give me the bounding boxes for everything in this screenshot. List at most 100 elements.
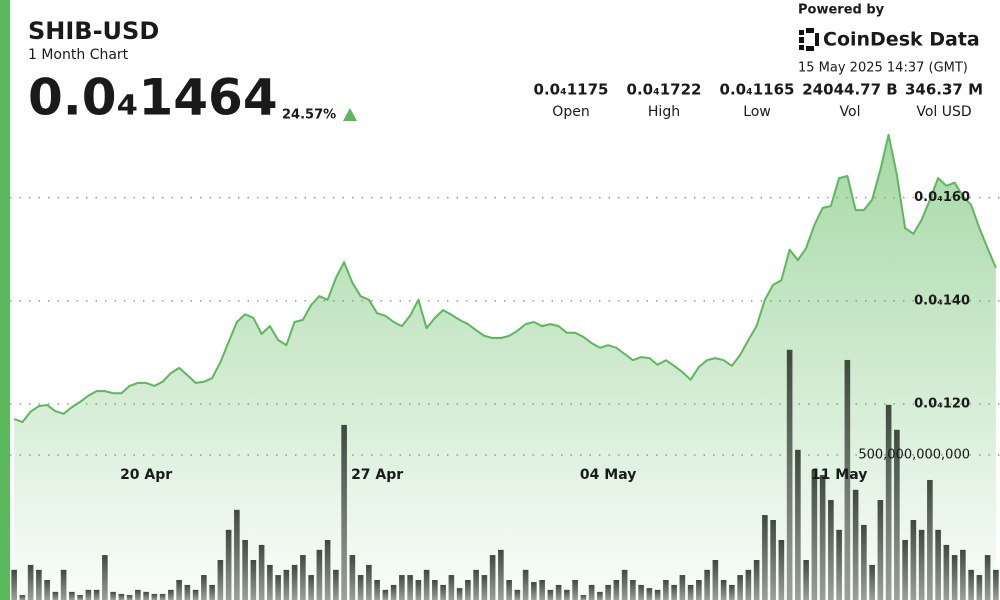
volume-bar [910, 519, 917, 600]
volume-bar [737, 575, 743, 600]
stat-label: High [648, 104, 680, 120]
volume-bar [555, 584, 562, 600]
volume-bar [770, 519, 776, 600]
volume-bar [184, 584, 191, 600]
volume-bar [225, 529, 232, 600]
stats: 0.0₄1175 Open 0.0₄1722 High 0.0₄1165 Low 24044… [534, 81, 983, 121]
y-tick-label: 0.0₄160 [914, 190, 970, 205]
volume-bar [828, 499, 834, 600]
volume-bar [753, 559, 760, 600]
volume-bar [836, 529, 842, 600]
volume-bar [36, 569, 42, 600]
volume-bar [803, 559, 809, 600]
volume-bar [654, 589, 661, 600]
volume-bar [976, 575, 983, 600]
volume-bar [300, 555, 306, 600]
stat-label: Open [552, 104, 589, 120]
y-tick-label: 0.0₄140 [914, 293, 970, 308]
volume-bar [968, 569, 974, 600]
subtitle: 1 Month Chart [28, 47, 129, 63]
volume-bar [283, 569, 290, 600]
volume-bar [844, 359, 851, 600]
volume-bar [852, 489, 859, 600]
volume-bar [531, 582, 537, 600]
price-line [13, 133, 997, 424]
volume-bar [234, 509, 240, 600]
volume-bar [390, 584, 397, 600]
x-tick-label: 04 May [580, 467, 636, 483]
stat-value: 0.0₄1722 [627, 81, 702, 99]
volume-bar [275, 575, 281, 600]
stat-value: 0.0₄1165 [720, 81, 795, 99]
volume-bar [613, 579, 620, 600]
volume-bar [795, 449, 801, 600]
stat-value: 0.0₄1175 [534, 81, 609, 99]
volume-bar [209, 584, 215, 600]
change: 24.57% [282, 108, 336, 123]
volume-bar [118, 593, 125, 600]
volume-bar [399, 575, 405, 600]
x-tick-label: 11 May [811, 467, 867, 483]
plot-area: 0.0₄120 0.0₄140 0.0₄160 500,000,000,000 20 A… [10, 133, 1000, 600]
volume-bar [52, 591, 59, 600]
volume-bar [19, 595, 26, 600]
volume-bar [762, 515, 768, 600]
volume-bar [432, 579, 438, 600]
volume-bar [448, 575, 455, 600]
volume-bar [374, 579, 380, 600]
volume-bar [861, 524, 867, 600]
volume-bar [514, 589, 521, 600]
volume-bar [894, 429, 900, 600]
volume-bar [704, 569, 710, 600]
volume-bar [927, 479, 933, 600]
brand-logo [799, 28, 819, 51]
volume-bar [176, 579, 182, 600]
volume-bar [786, 349, 793, 600]
volume-bar [192, 589, 199, 600]
y2-tick-label: 500,000,000,000 [858, 448, 970, 463]
volume-bar [696, 579, 702, 600]
volume-bar [267, 564, 273, 600]
timestamp: 15 May 2025 14:37 (GMT) [798, 61, 968, 76]
volume-bar [630, 579, 636, 600]
volume-bar [489, 555, 496, 600]
x-tick-label: 20 Apr [120, 467, 172, 483]
volume-bar [324, 539, 331, 600]
volume-bar [960, 549, 966, 600]
volume-bar [720, 579, 727, 600]
stat-value: 24044.77 B [802, 81, 897, 99]
volume-bar [143, 591, 149, 600]
volume-bar [60, 569, 67, 600]
volume-bar [407, 575, 413, 600]
volume-bar [712, 559, 719, 600]
x-tick-label: 27 Apr [351, 467, 403, 483]
volume-bar [811, 469, 818, 600]
volume-bar [102, 555, 108, 600]
volume-bar [498, 549, 504, 600]
volume-bar [85, 589, 92, 600]
stat-label: Low [743, 104, 771, 120]
stat-label: Vol [840, 104, 861, 120]
volume-bar [580, 595, 587, 600]
volume-bar [341, 424, 347, 600]
volume-bar [316, 549, 323, 600]
volume-bar [126, 595, 133, 600]
volume-bar [465, 579, 471, 600]
volume-bar [250, 559, 257, 600]
volume-bar [159, 593, 166, 600]
y-tick-label: 0.0₄120 [914, 397, 970, 412]
volume-bar [201, 575, 207, 600]
volume-bar [481, 575, 488, 600]
volume-bar [778, 539, 785, 600]
volume-bar [291, 564, 298, 600]
volume-bar [93, 589, 100, 600]
volume-bar [357, 575, 364, 600]
stat-value: 346.37 M [905, 81, 983, 99]
volume-bar [366, 564, 372, 600]
volume-bar [572, 579, 578, 600]
volume-bar [506, 579, 512, 600]
volume-bar [11, 569, 17, 600]
volume-bar [382, 589, 389, 600]
